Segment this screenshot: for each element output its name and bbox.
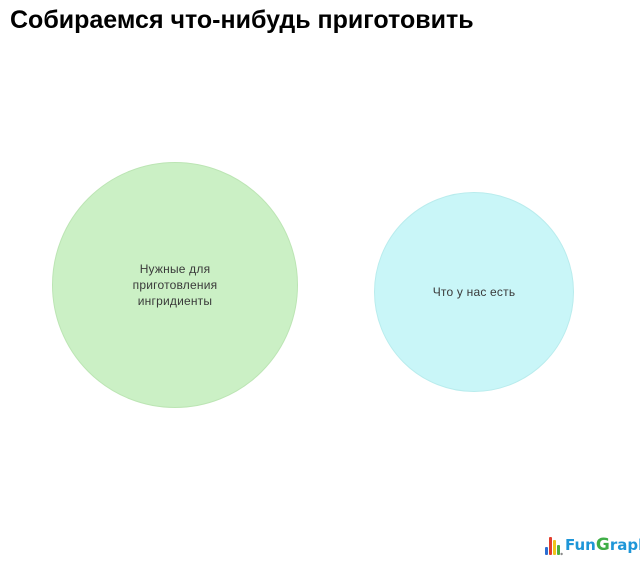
logo-text-fun: Fun	[565, 536, 596, 554]
logo-text-g: G	[595, 535, 610, 555]
venn-circle-what-we-have: Что у нас есть	[374, 192, 574, 392]
bar-chart-icon	[545, 537, 563, 556]
fungraph-logo-text: FunGraph	[565, 534, 640, 556]
venn-label-what-we-have: Что у нас есть	[433, 284, 516, 300]
label-line: приготовления	[132, 278, 218, 292]
label-line: Нужные для	[139, 262, 211, 276]
fungraph-logo: FunGraph	[545, 533, 640, 556]
chart-title: Собираемся что-нибудь приготовить	[10, 6, 474, 34]
venn-label-needed-ingredients: Нужные для приготовления ингридиенты	[133, 261, 218, 309]
venn-circle-needed-ingredients: Нужные для приготовления ингридиенты	[52, 162, 298, 408]
label-line: Что у нас есть	[432, 285, 516, 299]
label-line: ингридиенты	[137, 294, 213, 308]
logo-text-raph: raph	[609, 536, 640, 554]
